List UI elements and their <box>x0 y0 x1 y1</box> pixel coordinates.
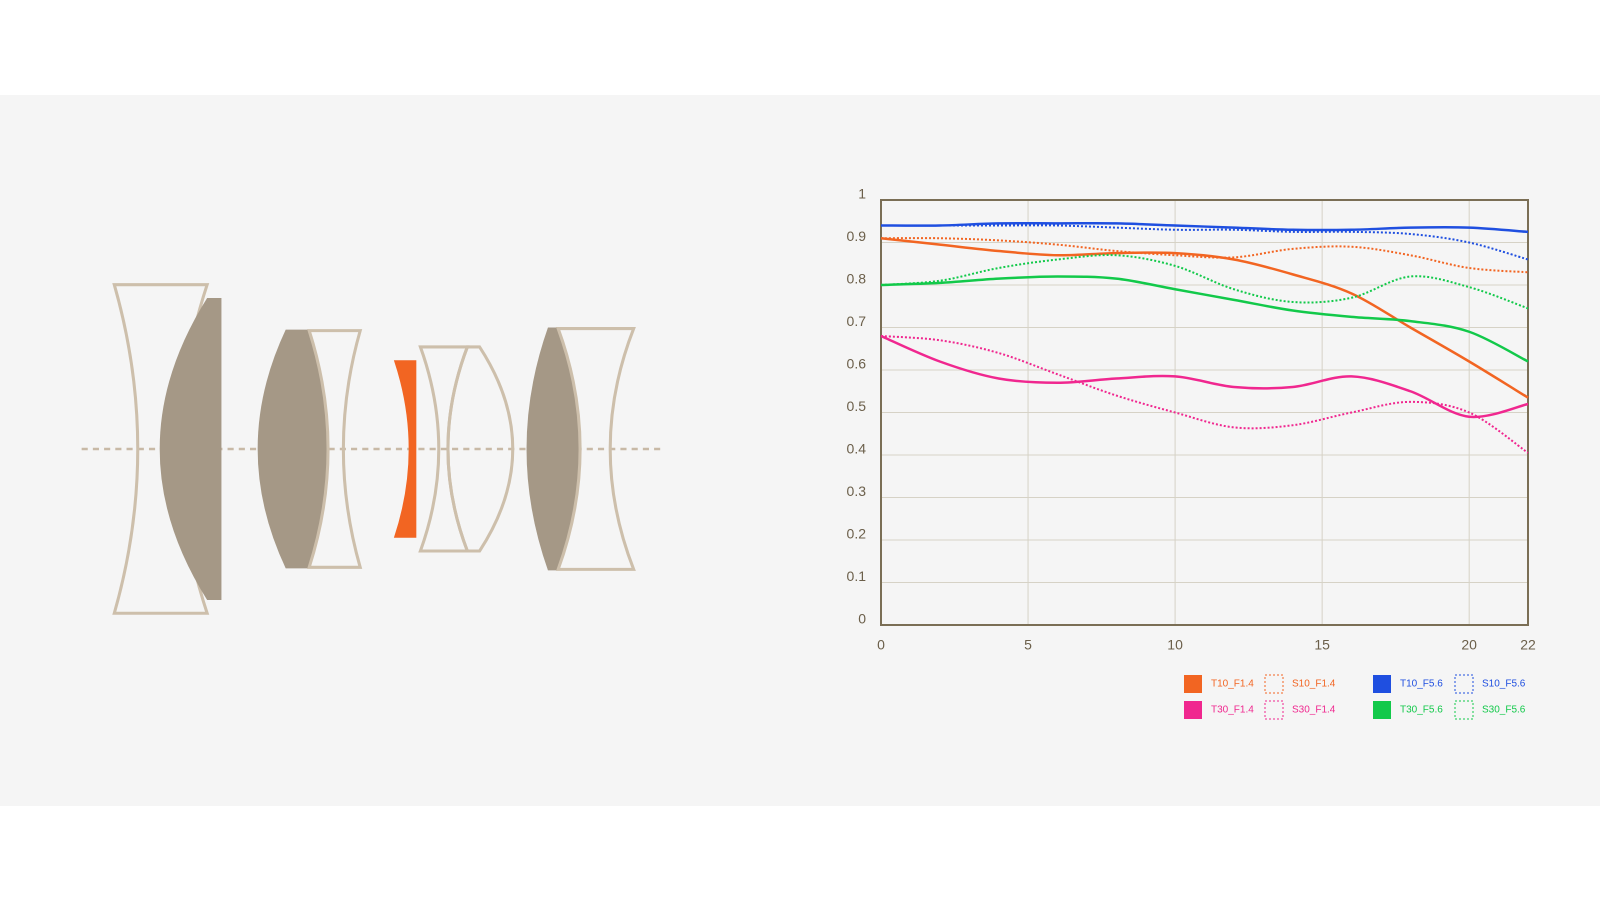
y-tick-label: 0.2 <box>847 526 867 542</box>
series-line <box>880 237 1529 399</box>
legend-swatch <box>1184 675 1202 693</box>
x-tick-label: 20 <box>1461 637 1477 653</box>
series-line <box>880 335 1529 454</box>
plot-frame <box>880 199 1529 626</box>
panel <box>0 95 1600 806</box>
legend-label: S10_F5.6 <box>1482 679 1526 690</box>
lens <box>307 329 363 569</box>
legend-swatch <box>1373 701 1391 719</box>
x-tick-label: 15 <box>1314 637 1330 653</box>
series-line <box>880 237 1529 274</box>
legend-label: T10_F1.4 <box>1211 679 1254 690</box>
legend-swatch <box>1373 675 1391 693</box>
lens <box>555 327 636 571</box>
y-tick-label: 1 <box>858 186 866 202</box>
legend-swatch <box>1454 674 1474 694</box>
x-tick-label: 5 <box>1024 637 1032 653</box>
lens <box>526 327 581 571</box>
series-line <box>880 334 1529 419</box>
lens <box>446 345 515 553</box>
series-line <box>880 224 1529 261</box>
lens <box>257 329 329 569</box>
y-tick-label: 0.7 <box>847 313 867 329</box>
y-tick-label: 0.6 <box>847 356 867 372</box>
legend-swatch <box>1264 700 1284 720</box>
series-line <box>880 254 1529 310</box>
legend-label: S30_F1.4 <box>1292 705 1336 716</box>
y-tick-label: 0.1 <box>847 568 867 584</box>
y-tick-label: 0.4 <box>847 441 867 457</box>
legend-label: S10_F1.4 <box>1292 679 1336 690</box>
series-line <box>880 275 1529 363</box>
x-tick-label: 0 <box>877 637 885 653</box>
legend-swatch <box>1264 674 1284 694</box>
y-tick-label: 0 <box>858 611 866 627</box>
lens-diagram <box>81 283 666 615</box>
lens <box>393 360 417 538</box>
y-tick-label: 0.3 <box>847 483 867 499</box>
x-tick-label: 22 <box>1520 637 1536 653</box>
legend-swatch <box>1184 701 1202 719</box>
legend-label: T10_F5.6 <box>1400 679 1443 690</box>
y-tick-label: 0.8 <box>847 271 867 287</box>
y-tick-label: 0.9 <box>847 228 867 244</box>
y-tick-label: 0.5 <box>847 398 867 414</box>
legend-label: T30_F5.6 <box>1400 705 1443 716</box>
legend-swatch <box>1454 700 1474 720</box>
series-line <box>880 221 1529 234</box>
legend-label: S30_F5.6 <box>1482 705 1526 716</box>
x-tick-label: 10 <box>1167 637 1183 653</box>
legend-label: T30_F1.4 <box>1211 705 1254 716</box>
lens <box>159 297 222 600</box>
